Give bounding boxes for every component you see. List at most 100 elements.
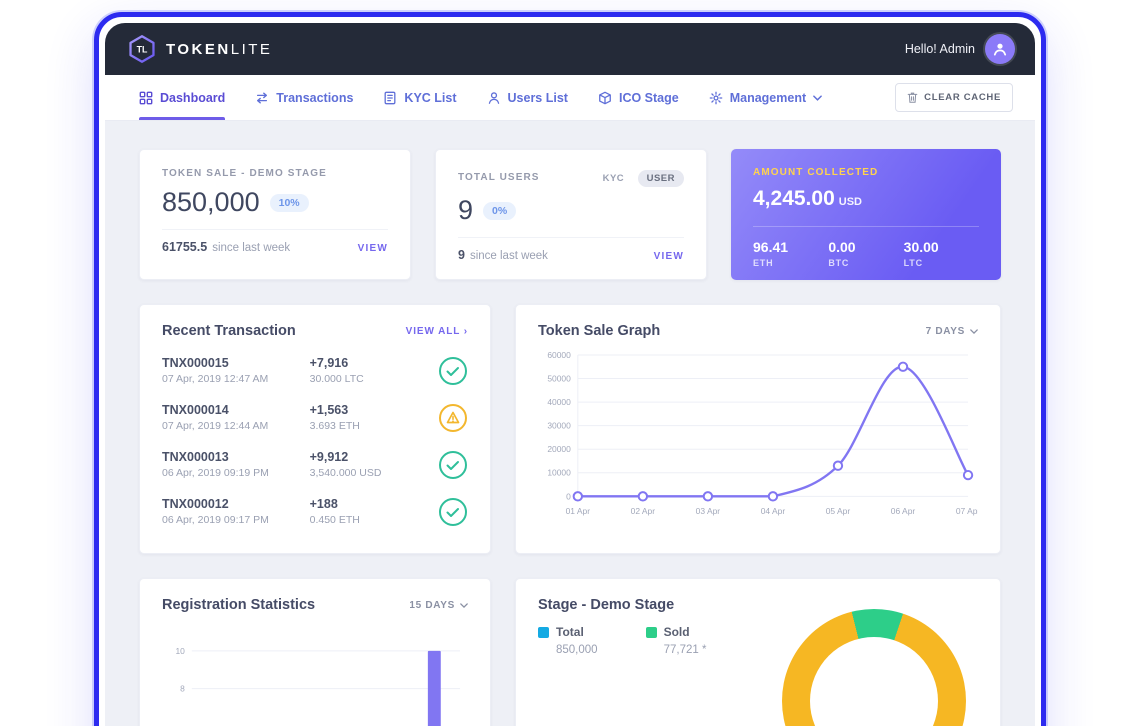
status-icon: [438, 497, 468, 527]
token-sale-badge: 10%: [269, 193, 309, 212]
svg-text:01 Apr: 01 Apr: [566, 506, 591, 516]
check-circle-icon: [439, 497, 467, 526]
breakdown-unit: LTC: [903, 258, 923, 268]
breakdown-value: 96.41: [753, 239, 789, 255]
view-all-arrow: ›: [463, 325, 468, 337]
status-icon: [438, 403, 468, 433]
svg-text:10000: 10000: [547, 468, 571, 478]
user-area: Hello! Admin: [905, 34, 1015, 64]
tx-detail: 3.693 ETH: [309, 420, 360, 432]
amount-collected-value: 4,245.00 USD: [753, 187, 979, 211]
nav-item-dashboard[interactable]: Dashboard: [139, 75, 226, 120]
token-sale-view-link[interactable]: VIEW: [357, 243, 388, 254]
registration-range-selector[interactable]: 15 DAYS: [409, 600, 468, 611]
grid-icon: [139, 91, 153, 104]
svg-text:07 Apr: 07 Apr: [956, 506, 978, 516]
amount-value: 4,245.00: [753, 187, 835, 210]
transaction-row: TNX000013 06 Apr, 2019 09:19 PM +9,912 3…: [162, 441, 468, 488]
users-toggle: KYC USER: [594, 168, 684, 187]
tx-amount: +188: [309, 497, 338, 511]
chevron-down-icon: [813, 94, 822, 101]
cube-icon: [599, 91, 611, 104]
main-nav: Dashboard Transactions KYC List: [105, 75, 1035, 121]
check-circle-icon: [439, 450, 467, 479]
brand-name-primary: TOKEN: [166, 40, 231, 58]
svg-text:0: 0: [566, 491, 571, 501]
total-users-value: 9: [458, 195, 474, 225]
user-toggle-button[interactable]: USER: [637, 170, 684, 187]
total-users-card: TOTAL USERS KYC USER 9 0% 9 si: [435, 149, 707, 280]
user-icon: [993, 43, 1007, 56]
registration-title: Registration Statistics: [162, 597, 316, 613]
clear-cache-label: CLEAR CACHE: [924, 92, 1001, 103]
total-users-badge: 0%: [483, 201, 517, 220]
transactions-title: Recent Transaction: [162, 323, 296, 339]
avatar[interactable]: [985, 34, 1015, 64]
legend-swatch: [538, 626, 549, 638]
stage-legend: Total 850,000 Sold 77,721 *: [538, 625, 978, 656]
total-users-view-link[interactable]: VIEW: [653, 251, 684, 262]
status-icon: [438, 450, 468, 480]
chevron-down-icon: [970, 328, 978, 334]
svg-text:60000: 60000: [547, 350, 571, 360]
nav-item-kyc-list[interactable]: KYC List: [383, 75, 457, 120]
svg-text:20000: 20000: [547, 444, 571, 454]
recent-transactions-card: Recent Transaction VIEW ALL › TNX000015 …: [139, 304, 491, 554]
tx-id: TNX000012: [162, 497, 229, 511]
legend-item-total: Total 850,000: [538, 625, 598, 656]
svg-text:04 Apr: 04 Apr: [761, 506, 786, 516]
tx-amount: +7,916: [309, 356, 349, 370]
tx-id: TNX000015: [162, 356, 229, 370]
breakdown-item-btc: 0.00 BTC: [828, 239, 903, 268]
stage-card: Stage - Demo Stage Total 850,000: [515, 578, 1001, 726]
dashboard-content: TOKEN SALE - DEMO STAGE 850,000 10% 6175…: [105, 121, 1035, 726]
total-users-title: TOTAL USERS: [458, 172, 540, 183]
breakdown-value: 0.00: [828, 239, 856, 255]
token-sale-delta-caption: since last week: [212, 242, 291, 254]
transaction-row: TNX000015 07 Apr, 2019 12:47 AM +7,916 3…: [162, 347, 468, 394]
swap-icon: [257, 92, 268, 103]
svg-text:30000: 30000: [547, 421, 571, 431]
nav-item-users-list[interactable]: Users List: [487, 75, 568, 120]
svg-text:50000: 50000: [547, 374, 571, 384]
graph-range-selector[interactable]: 7 DAYS: [926, 326, 978, 337]
tx-date: 06 Apr, 2019 09:19 PM: [162, 467, 269, 479]
check-circle-icon: [439, 356, 467, 385]
view-all-link[interactable]: VIEW ALL ›: [406, 326, 468, 337]
app-window-frame: TL TOKENLITE Hello! Admin: [94, 12, 1046, 726]
trash-icon: [907, 92, 918, 103]
clipboard-icon: [384, 91, 396, 104]
currency-breakdown: 96.41 ETH 0.00 BTC 30.00 LTC: [753, 226, 979, 268]
transaction-row: TNX000012 06 Apr, 2019 09:17 PM +188 0.4…: [162, 488, 468, 535]
breakdown-value: 30.00: [903, 239, 939, 255]
tx-detail: 3,540.000 USD: [309, 467, 382, 479]
nav-label: Transactions: [276, 90, 354, 105]
tx-amount: +9,912: [309, 450, 349, 464]
tx-date: 07 Apr, 2019 12:44 AM: [162, 420, 269, 432]
svg-text:02 Apr: 02 Apr: [631, 506, 656, 516]
brand-logo-icon: TL: [129, 35, 155, 63]
registration-bar-chart: 10 8: [175, 646, 461, 726]
middle-row: Recent Transaction VIEW ALL › TNX000015 …: [139, 304, 1001, 554]
nav-item-management[interactable]: Management: [709, 75, 822, 120]
nav-label: ICO Stage: [618, 90, 679, 105]
chevron-down-icon: [460, 602, 468, 608]
view-all-label: VIEW ALL: [405, 325, 461, 337]
kyc-toggle-button[interactable]: KYC: [594, 170, 634, 187]
tx-amount: +1,563: [309, 403, 349, 417]
app-header: TL TOKENLITE Hello! Admin: [105, 23, 1035, 75]
tx-date: 06 Apr, 2019 09:17 PM: [162, 514, 269, 526]
graph-range-label: 7 DAYS: [925, 325, 965, 337]
nav-item-ico-stage[interactable]: ICO Stage: [598, 75, 679, 120]
donut-hole: [810, 637, 938, 726]
nav-item-transactions[interactable]: Transactions: [255, 75, 353, 120]
brand-name-secondary: LITE: [230, 40, 273, 58]
status-icon: [438, 356, 468, 386]
nav-label: KYC List: [404, 90, 457, 105]
clear-cache-button[interactable]: CLEAR CACHE: [895, 83, 1013, 112]
token-sale-title: TOKEN SALE - DEMO STAGE: [162, 168, 327, 179]
token-sale-card: TOKEN SALE - DEMO STAGE 850,000 10% 6175…: [139, 149, 411, 280]
legend-label: Sold: [663, 625, 690, 639]
transaction-row: TNX000014 07 Apr, 2019 12:44 AM +1,563 3…: [162, 394, 468, 441]
svg-text:TL: TL: [137, 45, 148, 55]
